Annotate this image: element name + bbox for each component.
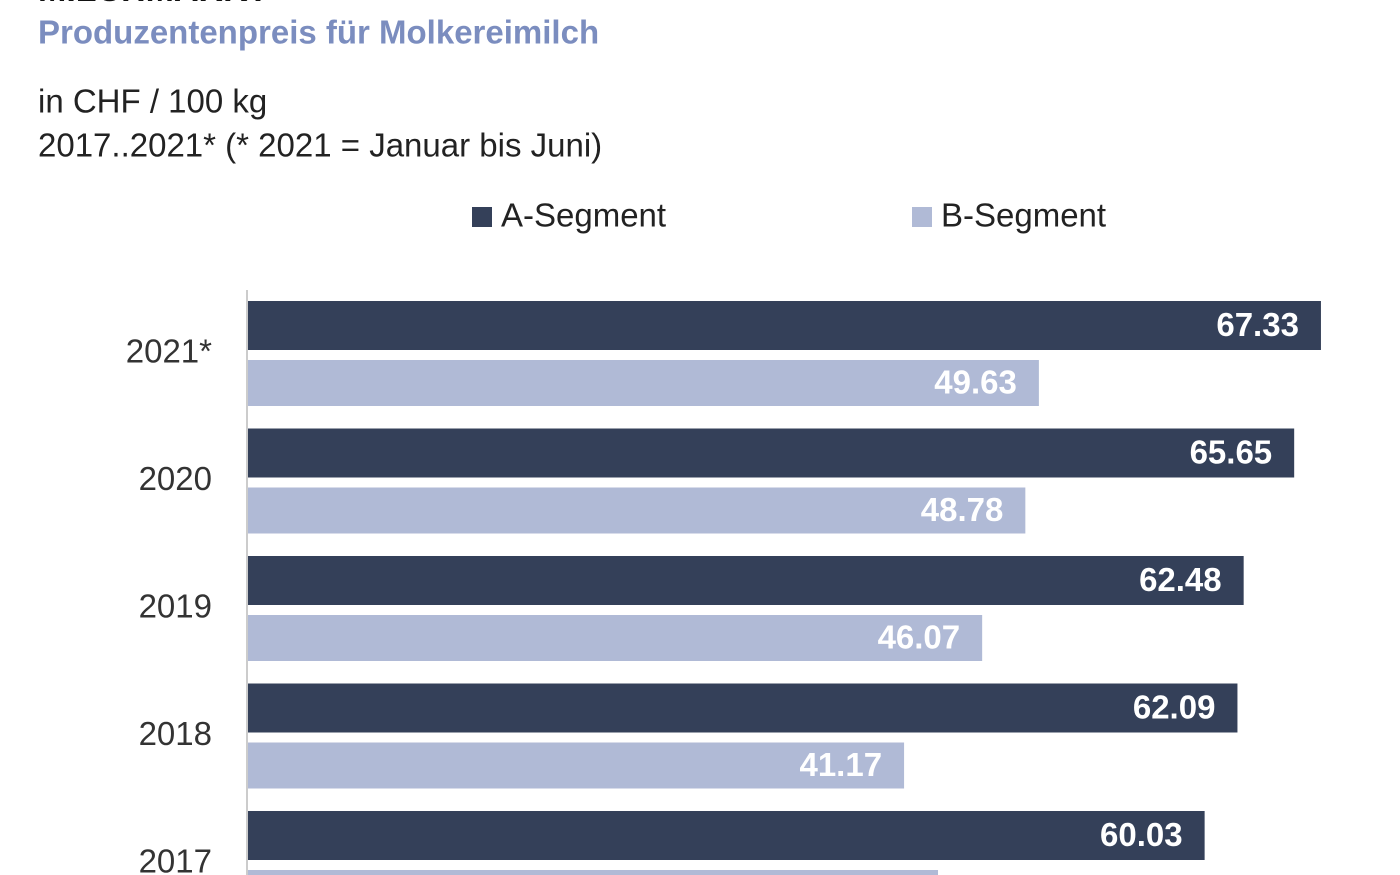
bar [248, 811, 1205, 860]
value-label: 41.17 [799, 746, 882, 783]
legend-swatch [912, 207, 932, 227]
bar [248, 301, 1321, 350]
legend-swatch [472, 207, 492, 227]
bar [248, 360, 1039, 406]
value-label: 62.48 [1139, 561, 1222, 598]
bar [248, 683, 1238, 733]
unit-note: in CHF / 100 kg [38, 83, 267, 120]
bar [248, 615, 983, 661]
y-tick-label: 2017 [139, 843, 212, 875]
value-label: 62.09 [1133, 689, 1216, 726]
y-tick-label: 2020 [139, 460, 212, 497]
bar [248, 742, 905, 789]
value-label: 60.03 [1100, 816, 1183, 853]
bar [248, 428, 1295, 478]
legend-label: A-Segment [501, 197, 666, 234]
y-tick-label: 2018 [139, 715, 212, 752]
value-label: 67.33 [1216, 306, 1299, 343]
y-tick-label: 2021* [126, 333, 212, 370]
value-label: 49.63 [934, 364, 1017, 401]
chart-title: MILCHMARKT [38, 0, 269, 9]
value-label: 46.07 [878, 619, 961, 656]
bar [248, 556, 1244, 605]
chart-subtitle: Produzentenpreis für Molkereimilch [38, 14, 599, 51]
value-label: 65.65 [1190, 434, 1273, 471]
bar [248, 487, 1026, 534]
bar [248, 870, 939, 875]
period-note: 2017..2021* (* 2021 = Januar bis Juni) [38, 127, 602, 164]
value-label: 48.78 [921, 491, 1004, 528]
y-tick-label: 2019 [139, 588, 212, 625]
legend-label: B-Segment [941, 197, 1106, 234]
